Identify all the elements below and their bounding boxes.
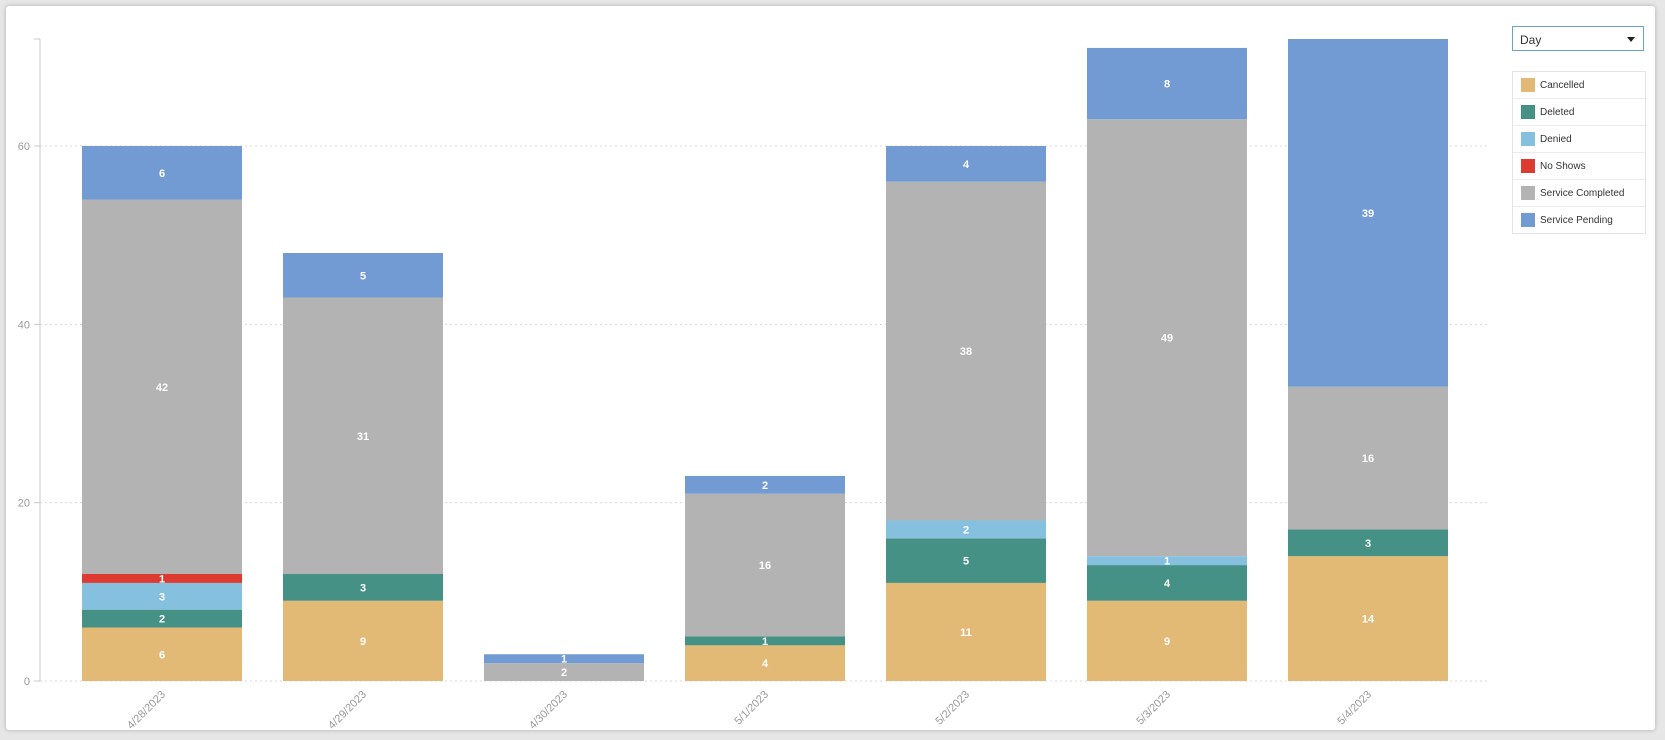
bar-segment[interactable] [1288, 39, 1448, 387]
x-tick-label: 5/3/2023 [1134, 689, 1173, 728]
bar-segment[interactable] [484, 663, 644, 681]
chevron-down-icon [1627, 37, 1635, 42]
data-label: 2 [159, 614, 165, 626]
legend-item-cancelled[interactable]: Cancelled [1513, 72, 1645, 99]
bar-segment[interactable] [82, 582, 242, 610]
x-tick-label: 4/28/2023 [125, 689, 168, 732]
bar-segment[interactable] [1087, 556, 1247, 566]
legend-swatch [1521, 213, 1535, 227]
legend-label: No Shows [1540, 161, 1586, 172]
data-label: 1 [561, 654, 567, 666]
bar-segment[interactable] [1087, 119, 1247, 557]
data-label: 4 [1164, 578, 1171, 590]
x-tick-label: 4/29/2023 [326, 689, 369, 732]
data-label: 1 [762, 636, 768, 648]
data-label: 5 [360, 270, 366, 282]
bar-segment[interactable] [82, 574, 242, 583]
data-label: 2 [561, 667, 567, 679]
bar-segment[interactable] [283, 297, 443, 574]
data-label: 5 [963, 556, 969, 568]
legend-item-denied[interactable]: Denied [1513, 126, 1645, 153]
y-tick-label: 60 [18, 141, 30, 153]
bar-segment[interactable] [82, 199, 242, 575]
x-tick-label: 5/2/2023 [933, 689, 972, 728]
bar-segment[interactable] [82, 609, 242, 628]
data-label: 3 [1365, 538, 1371, 550]
bar-segment[interactable] [886, 146, 1046, 182]
data-label: 2 [963, 524, 969, 536]
data-label: 4 [963, 159, 970, 171]
data-label: 6 [159, 168, 165, 180]
data-label: 1 [159, 573, 165, 585]
data-label: 14 [1362, 614, 1375, 626]
data-label: 9 [1164, 636, 1170, 648]
data-label: 2 [762, 480, 768, 492]
data-label: 3 [159, 591, 165, 603]
legend-item-service-completed[interactable]: Service Completed [1513, 180, 1645, 207]
legend-label: Denied [1540, 134, 1572, 145]
period-dropdown-value: Day [1520, 33, 1542, 47]
x-tick-label: 5/1/2023 [732, 689, 771, 728]
data-label: 9 [360, 636, 366, 648]
bar-segment[interactable] [82, 627, 242, 682]
legend-item-service-pending[interactable]: Service Pending [1513, 207, 1645, 233]
bar-segment[interactable] [1288, 556, 1448, 681]
y-tick-label: 40 [18, 319, 30, 331]
data-label: 8 [1164, 79, 1170, 91]
data-label: 3 [360, 582, 366, 594]
data-label: 6 [159, 649, 165, 661]
bar-segment[interactable] [685, 493, 845, 637]
legend-label: Service Pending [1540, 215, 1613, 226]
legend-swatch [1521, 78, 1535, 92]
data-label: 16 [759, 560, 771, 572]
bar-segment[interactable] [484, 654, 644, 664]
bar-segment[interactable] [82, 146, 242, 200]
data-label: 1 [1164, 556, 1170, 568]
bar-segment[interactable] [1087, 47, 1247, 120]
bar-segment[interactable] [685, 645, 845, 681]
legend-swatch [1521, 186, 1535, 200]
bar-segment[interactable] [1087, 600, 1247, 681]
bar-segment[interactable] [685, 475, 845, 494]
y-tick-label: 20 [18, 498, 30, 510]
data-label: 39 [1362, 208, 1374, 220]
data-label: 42 [156, 382, 168, 394]
bar-segment[interactable] [283, 253, 443, 298]
legend-label: Service Completed [1540, 188, 1625, 199]
y-tick-label: 0 [24, 676, 30, 688]
legend: Cancelled Deleted Denied No Shows Servic… [1512, 71, 1646, 234]
x-tick-label: 5/4/2023 [1335, 689, 1374, 728]
legend-swatch [1521, 159, 1535, 173]
x-axis-labels: 4/28/2023 4/29/2023 4/30/2023 5/1/2023 5/2/2… [125, 689, 1374, 732]
bar-segment[interactable] [886, 520, 1046, 539]
x-tick-label: 4/30/2023 [527, 689, 570, 732]
data-label: 4 [762, 658, 769, 670]
legend-item-no-shows[interactable]: No Shows [1513, 153, 1645, 180]
data-label: 31 [357, 431, 369, 443]
period-dropdown[interactable]: Day [1512, 26, 1644, 51]
legend-label: Cancelled [1540, 80, 1585, 91]
legend-label: Deleted [1540, 107, 1575, 118]
bar-segment[interactable] [1288, 529, 1448, 557]
bar-segment[interactable] [1087, 565, 1247, 601]
data-label: 16 [1362, 453, 1374, 465]
legend-item-deleted[interactable]: Deleted [1513, 99, 1645, 126]
bar-segment[interactable] [886, 181, 1046, 521]
bar-segment[interactable] [283, 574, 443, 601]
bar-segment[interactable] [886, 582, 1046, 681]
bar-segment[interactable] [886, 538, 1046, 583]
data-label: 49 [1161, 333, 1173, 345]
data-label: 11 [960, 627, 972, 639]
bar-segment[interactable] [685, 636, 845, 646]
legend-swatch [1521, 105, 1535, 119]
bar-segment[interactable] [1288, 386, 1448, 530]
bar-segment[interactable] [283, 600, 443, 681]
legend-swatch [1521, 132, 1535, 146]
data-label: 38 [960, 346, 972, 358]
